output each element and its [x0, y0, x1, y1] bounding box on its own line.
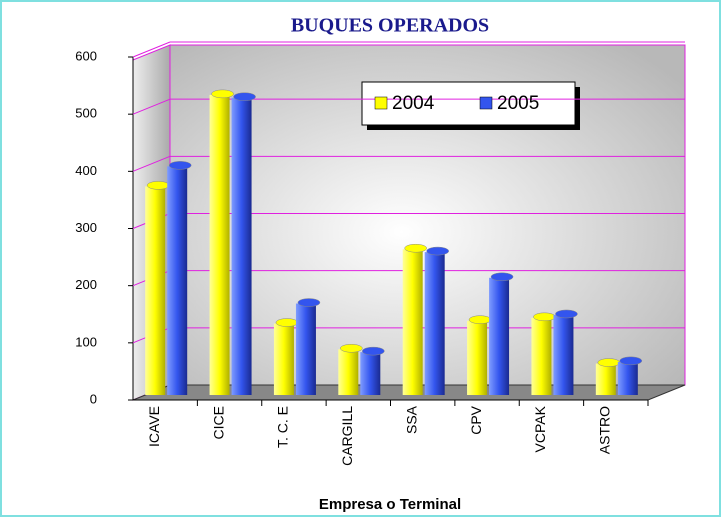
bar-top: [404, 243, 427, 253]
grid-line: [132, 41, 171, 58]
bar: [145, 186, 166, 395]
chart-title: BUQUES OPERADOS: [291, 15, 489, 37]
bar: [338, 349, 359, 395]
bar: [553, 314, 574, 395]
legend-swatch: [479, 96, 493, 110]
x-tick-label: CICE: [210, 406, 226, 439]
y-tick-label: 300: [75, 220, 97, 235]
bar-top: [362, 346, 385, 356]
bar: [424, 252, 445, 395]
bar-top: [597, 358, 621, 367]
bar: [467, 320, 488, 395]
bar-top: [555, 309, 578, 319]
x-tick-label: CPV: [468, 405, 484, 434]
y-tick-label: 400: [75, 163, 97, 178]
bar-top: [490, 272, 514, 282]
bar: [273, 323, 294, 395]
bar-top: [533, 312, 556, 322]
bar-top: [211, 89, 234, 99]
x-axis-label: Empresa o Terminal: [319, 496, 461, 513]
y-tick-label: 500: [75, 106, 97, 121]
bar-top: [233, 92, 256, 101]
y-tick-label: 600: [75, 48, 97, 63]
bar: [360, 352, 381, 395]
bar-top: [340, 344, 363, 353]
legend: [361, 81, 576, 126]
bar-top: [297, 298, 321, 307]
bar-top: [168, 161, 192, 170]
grid-line: [132, 155, 171, 172]
bar: [167, 166, 188, 395]
legend-swatch: [374, 96, 388, 110]
bar: [231, 97, 252, 395]
y-tick-label: 200: [75, 277, 97, 292]
bar: [209, 94, 230, 395]
bar: [489, 277, 510, 395]
bar: [595, 363, 616, 395]
x-tick-label: SSA: [403, 405, 419, 434]
x-tick-label: VCPAK: [532, 405, 548, 452]
grid-line: [132, 98, 171, 115]
y-tick-label: 0: [90, 391, 97, 406]
bar-top: [426, 246, 449, 256]
bar-top: [619, 356, 643, 366]
x-tick-label: ASTRO: [597, 406, 613, 454]
bar-top: [146, 181, 170, 190]
x-tick-label: ICAVE: [146, 406, 162, 447]
bar: [617, 361, 638, 395]
bar-top: [275, 318, 299, 327]
bar: [402, 249, 423, 395]
legend-label: 2004: [392, 93, 435, 114]
bar: [531, 317, 552, 395]
bar-top: [468, 315, 492, 324]
bar: [295, 303, 316, 395]
x-tick-label: T. C. E: [275, 406, 291, 448]
legend-label: 2005: [497, 93, 539, 114]
y-tick-label: 100: [75, 334, 97, 349]
x-tick-label: CARGILL: [339, 406, 355, 466]
